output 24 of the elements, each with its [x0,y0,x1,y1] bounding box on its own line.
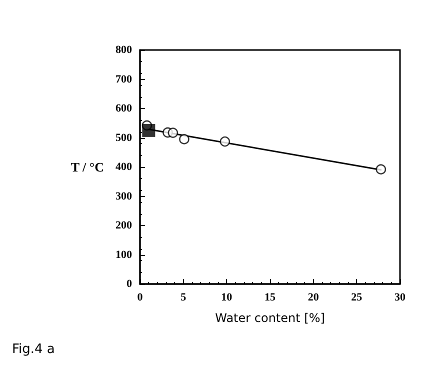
y-tick-label: 700 [116,73,132,86]
x-tick-label: 15 [264,292,276,304]
y-tick-label: 800 [116,44,132,56]
caption: Fig.4 a [12,342,55,357]
y-tick-label: 300 [116,190,132,202]
y-axis-title: T / °C [70,160,104,174]
y-tick-label: 100 [116,248,132,261]
x-tick-label: 0 [137,292,144,304]
y-tick-label: 500 [116,132,132,144]
x-tick-label: 20 [308,292,320,304]
x-tick-label: 10 [221,292,233,304]
x-tick-label: 25 [351,292,363,304]
x-axis-title: Water content [%] [215,311,325,325]
point [376,164,386,174]
point [220,136,230,147]
x-tick-label: 5 [180,292,187,304]
x-tick-label: 30 [394,292,406,304]
y-tick-label: 200 [116,220,132,232]
y-tick-label: 0 [126,278,132,290]
y-tick-label: 600 [116,102,132,114]
point [168,128,178,138]
y-tick-label: 400 [116,161,132,173]
point [142,124,156,137]
point [179,134,190,144]
